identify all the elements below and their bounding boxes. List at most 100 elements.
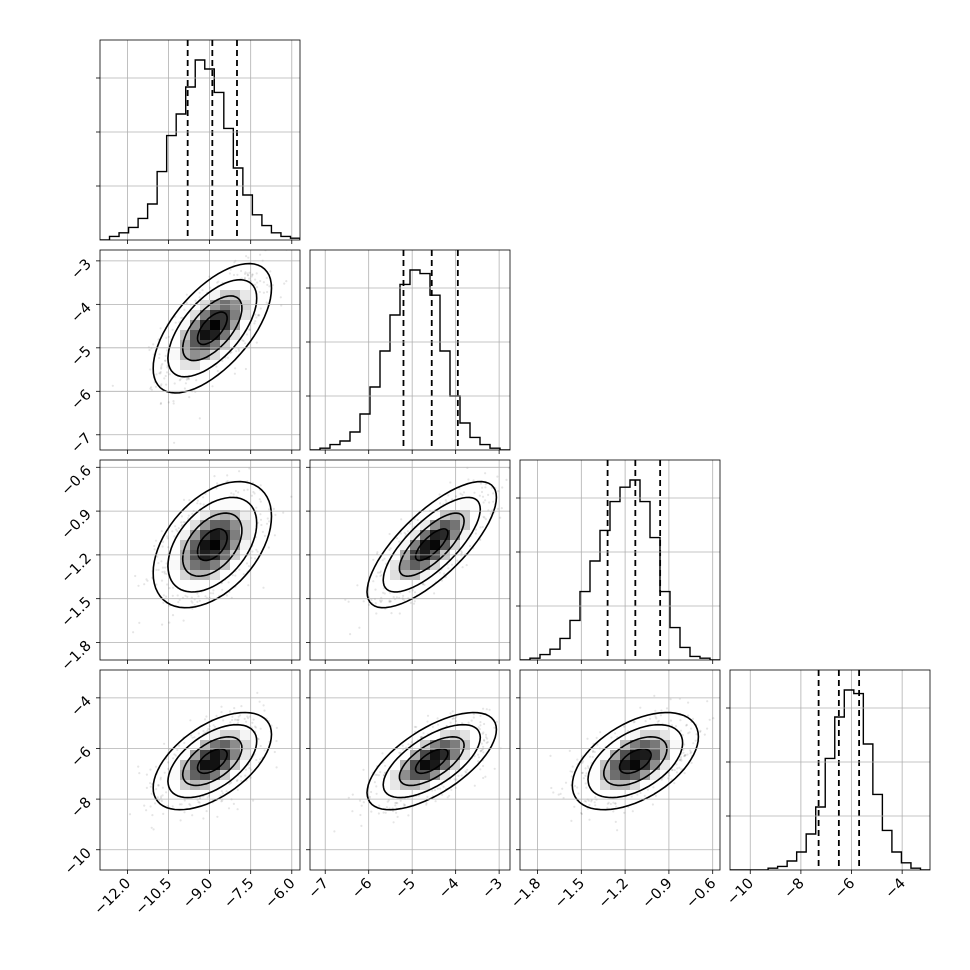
density-cell (640, 730, 650, 740)
scatter-point (215, 487, 218, 490)
scatter-point (257, 737, 260, 740)
scatter-point (196, 592, 199, 595)
scatter-point (167, 761, 170, 764)
scatter-point (379, 571, 382, 574)
scatter-point (176, 530, 179, 533)
y-tick-label: −1.2 (59, 550, 95, 586)
scatter-point (573, 805, 576, 808)
scatter-point (390, 612, 393, 615)
density-cell (430, 560, 440, 570)
scatter-point (165, 595, 168, 598)
scatter-point (591, 755, 594, 759)
density-cell (600, 750, 610, 760)
density-cell (190, 350, 200, 360)
scatter-point (255, 341, 258, 344)
scatter-point (149, 805, 152, 808)
scatter-point (196, 502, 199, 505)
scatter-point (250, 768, 253, 772)
scatter-point (681, 734, 684, 737)
scatter-point (258, 498, 261, 501)
scatter-point (382, 811, 385, 814)
scatter-point (164, 359, 167, 362)
scatter-point (183, 799, 186, 802)
scatter-point (465, 771, 468, 774)
density-cell (190, 560, 200, 570)
scatter-point (351, 793, 354, 796)
scatter-point (266, 517, 269, 520)
scatter-point (236, 273, 239, 276)
scatter-point (481, 486, 484, 489)
scatter-point (500, 507, 503, 510)
x-tick-label: −1.8 (508, 876, 544, 912)
scatter-point (582, 760, 585, 763)
contour-line (196, 528, 228, 562)
scatter-point (449, 712, 452, 715)
density-cell (210, 330, 220, 340)
scatter-point (453, 778, 456, 781)
scatter-point (384, 764, 387, 767)
scatter-point (581, 771, 584, 775)
scatter-point (469, 544, 472, 548)
contour-line (587, 723, 684, 799)
scatter-point (160, 366, 163, 369)
scatter-point (652, 786, 655, 789)
density-cell (460, 520, 470, 530)
scatter-point (593, 801, 596, 804)
scatter-point (252, 227, 254, 229)
scatter-point (422, 582, 425, 585)
density-cell (440, 730, 450, 740)
scatter-point (377, 812, 380, 815)
scatter-point (230, 492, 233, 495)
scatter-point (368, 795, 372, 799)
scatter-point (138, 772, 141, 775)
density-cell (220, 530, 230, 540)
scatter-point (372, 580, 375, 583)
scatter-point (674, 725, 678, 728)
contour-line (152, 711, 273, 811)
scatter-point (473, 491, 476, 494)
density-cell (240, 300, 250, 310)
scatter-point (167, 767, 170, 771)
scatter-point (183, 741, 186, 745)
y-tick-label: −0.9 (59, 507, 95, 543)
scatter-point (632, 721, 635, 724)
scatter-point (461, 566, 464, 569)
density-cell (420, 540, 430, 550)
scatter-point (172, 400, 175, 403)
panel-content (310, 250, 510, 450)
scatter-point (265, 522, 269, 525)
scatter-point (268, 508, 271, 511)
scatter-point (631, 810, 634, 813)
density-cell (230, 500, 240, 510)
panel-frame (309, 459, 511, 661)
density-cell (660, 760, 670, 770)
scatter-point (233, 718, 237, 721)
density-cell (410, 760, 420, 770)
scatter-point (660, 778, 663, 781)
scatter-point (168, 587, 171, 590)
scatter-point (455, 778, 458, 781)
panel-3-0: −12.0−10.5 −9.0 −7.5 −6.0 −4 −6 −8 −10 (62, 669, 301, 918)
scatter-point (623, 725, 626, 728)
scatter-point (496, 475, 499, 478)
x-tick-label: −5 (393, 876, 419, 902)
scatter-point (473, 755, 476, 758)
density-cell (210, 310, 220, 320)
scatter-point (495, 720, 498, 724)
scatter-point (158, 799, 161, 802)
scatter-point (679, 729, 683, 732)
scatter-point (685, 723, 689, 727)
scatter-point (253, 322, 256, 325)
scatter-point (167, 546, 170, 549)
scatter-point (199, 796, 202, 799)
density-cell (450, 750, 460, 760)
scatter-point (706, 727, 709, 730)
scatter-point (176, 748, 179, 752)
scatter-point (280, 304, 283, 307)
scatter-point (158, 353, 161, 356)
density-cell (190, 340, 200, 350)
density-cell (440, 540, 450, 550)
scatter-point (226, 474, 229, 477)
scatter-point (479, 750, 482, 753)
scatter-point (163, 771, 166, 774)
